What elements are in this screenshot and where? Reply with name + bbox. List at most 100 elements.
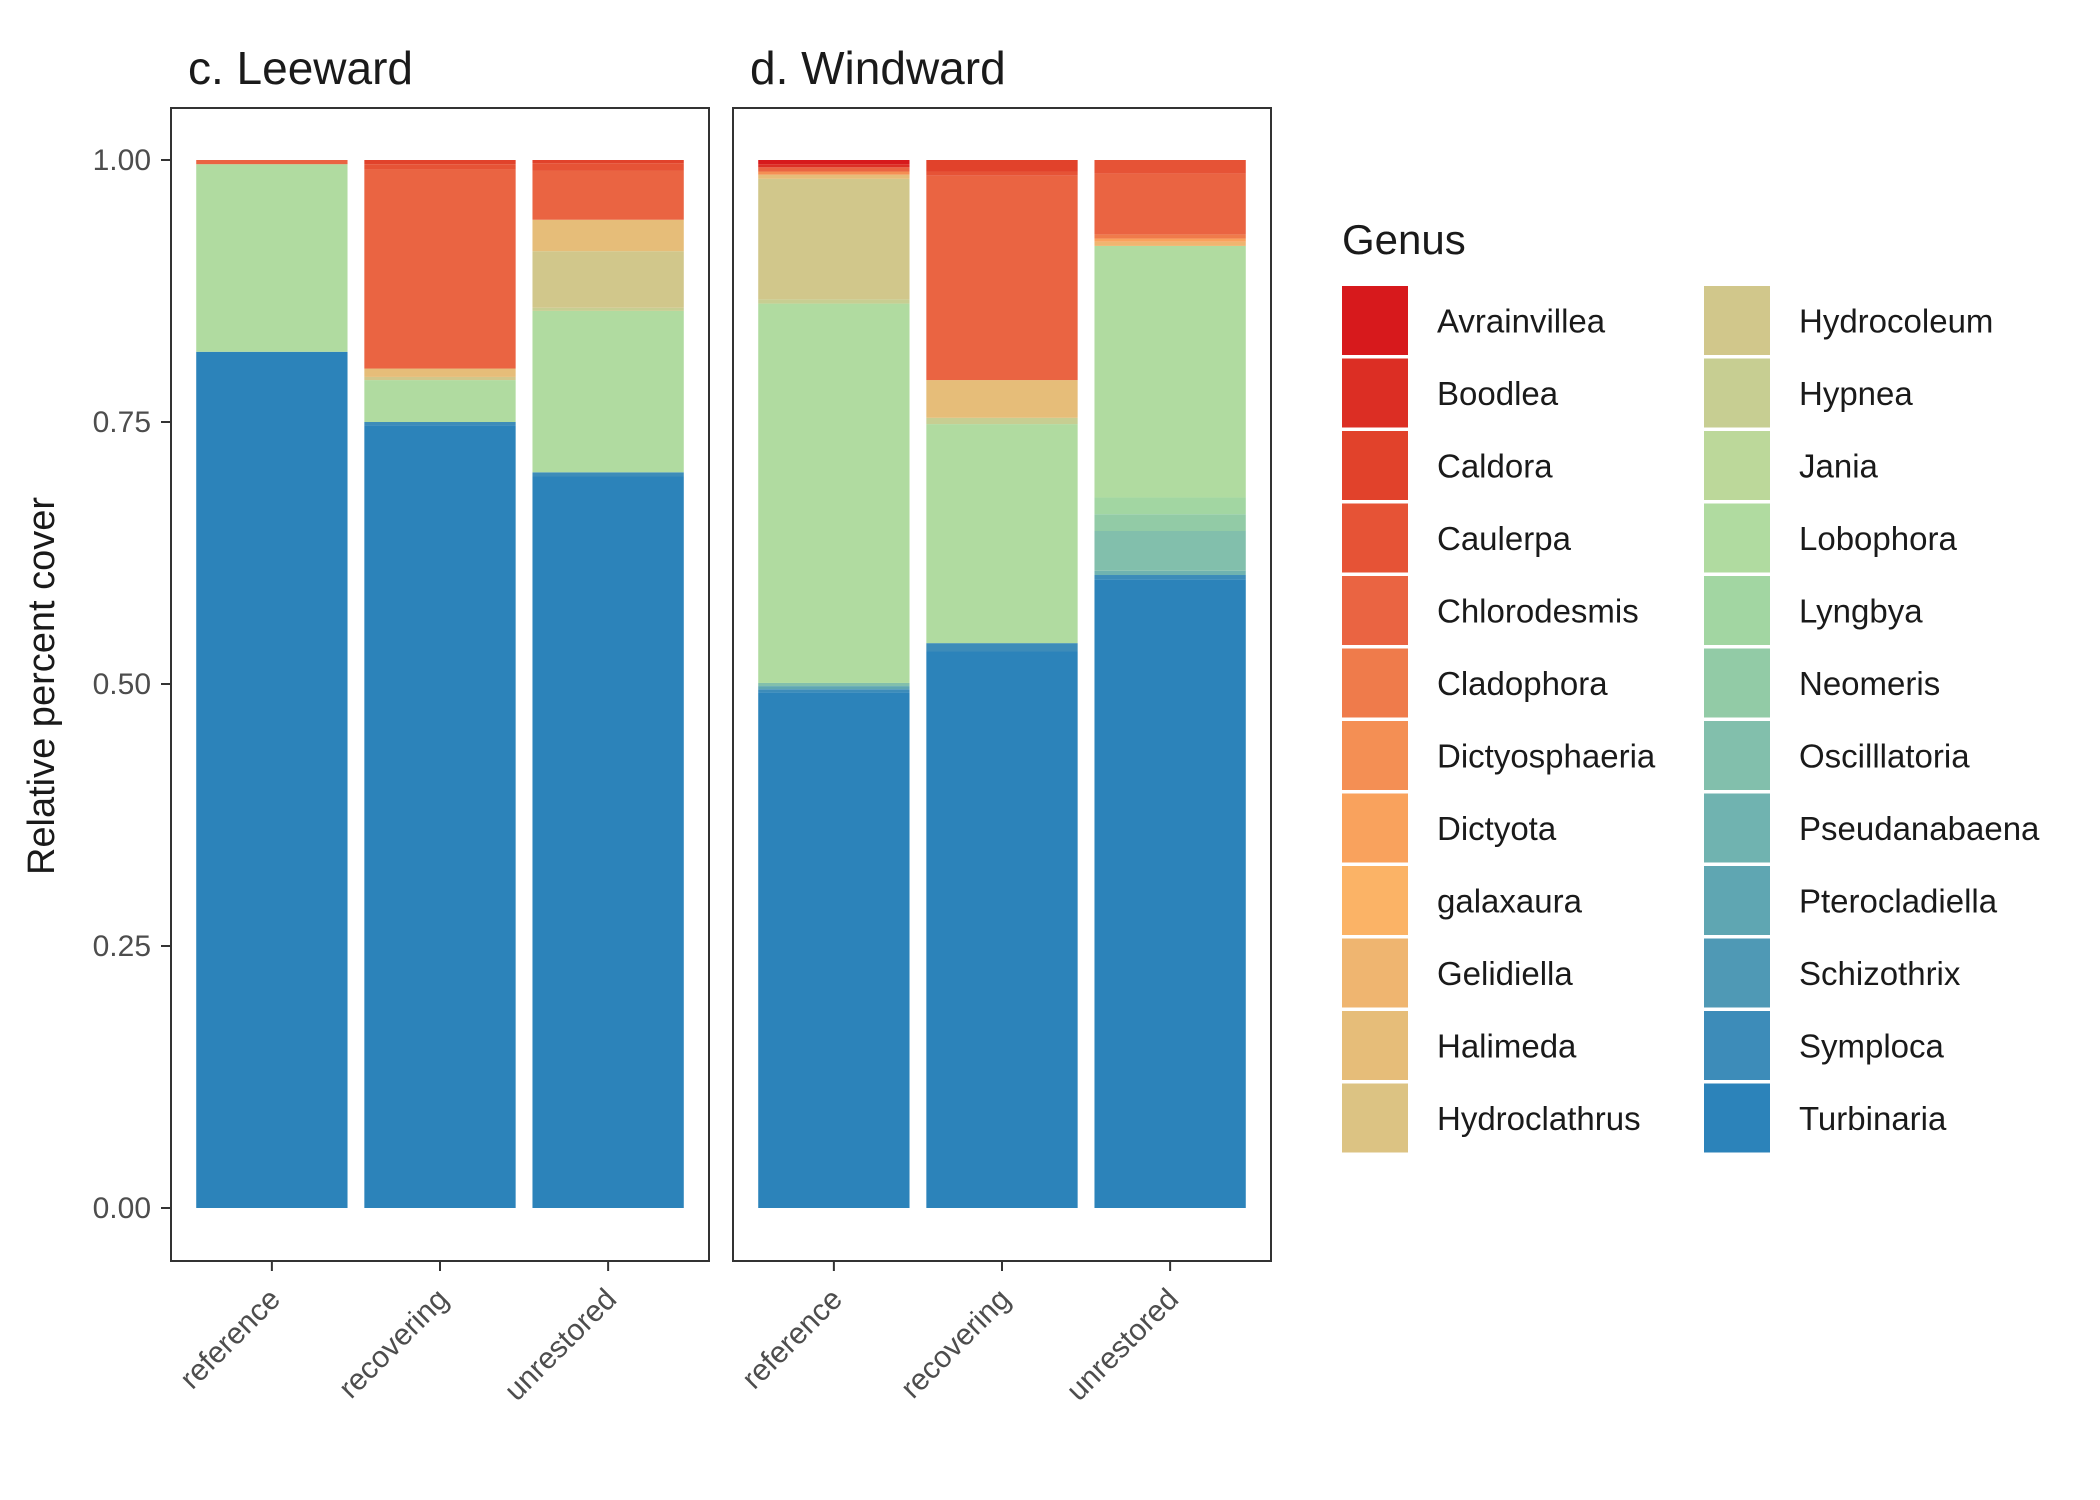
legend-item: Schizothrix	[1704, 938, 1961, 1008]
bar-segment	[758, 171, 910, 175]
bar-segment	[926, 171, 1078, 176]
x-tick-label: unrestored	[498, 1283, 623, 1408]
legend-item: Halimeda	[1342, 1011, 1577, 1080]
x-tick-label: reference	[736, 1283, 849, 1396]
panel-title: d. Windward	[750, 42, 1006, 94]
legend-item: Chlorodesmis	[1342, 576, 1639, 645]
bar-segment	[1094, 575, 1246, 580]
y-tick-label: 0.25	[93, 930, 151, 963]
y-tick-label: 0.75	[93, 406, 151, 439]
legend-label: Avrainvillea	[1437, 303, 1606, 340]
legend-swatch	[1342, 793, 1408, 863]
bar-segment	[532, 310, 684, 473]
legend-label: Schizothrix	[1799, 955, 1961, 992]
x-tick-label: recovering	[895, 1283, 1017, 1405]
bar-segment	[196, 160, 348, 165]
legend-swatch	[1704, 866, 1770, 935]
bar-segment	[1094, 173, 1246, 235]
bar-segment	[532, 160, 684, 164]
legend-item: Pseudanabaena	[1704, 793, 2040, 863]
bar-segment	[1094, 241, 1246, 246]
legend-swatch	[1342, 358, 1408, 428]
legend-item: Caulerpa	[1342, 503, 1572, 573]
legend-swatch	[1342, 286, 1408, 355]
bar-segment	[926, 643, 1078, 652]
legend-item: Turbinaria	[1704, 1083, 1947, 1153]
bar-segment	[758, 682, 910, 687]
legend-label: Pseudanabaena	[1799, 810, 2040, 847]
legend-item: Boodlea	[1342, 358, 1559, 428]
legend-item: Lyngbya	[1704, 576, 1923, 645]
panel-0: c. Leeward reference recovering unrestored	[170, 42, 710, 1408]
x-tick-label: unrestored	[1060, 1283, 1185, 1408]
legend-item: Caldora	[1342, 431, 1553, 500]
bar-segment	[758, 692, 910, 1208]
legend-item: Dictyosphaeria	[1342, 721, 1656, 790]
legend-swatch	[1704, 721, 1770, 790]
legend-label: Dictyota	[1437, 810, 1557, 847]
panel-1: d. Windward reference recovering unrestored	[732, 42, 1272, 1408]
legend-swatch	[1704, 938, 1770, 1008]
legend-item: Gelidiella	[1342, 938, 1573, 1008]
legend-label: Cladophora	[1437, 665, 1608, 702]
legend-label: Lobophora	[1799, 520, 1957, 557]
panel-title: c. Leeward	[188, 42, 413, 94]
legend-label: Hypnea	[1799, 375, 1913, 412]
legend-label: Oscilllatoria	[1799, 738, 1970, 775]
legend-swatch	[1342, 1083, 1408, 1153]
legend-swatch	[1342, 938, 1408, 1008]
bar-segment	[364, 376, 516, 381]
bar-segment	[926, 424, 1078, 644]
bar-segment	[196, 351, 348, 1208]
bar-unrestored	[532, 160, 684, 1208]
bar-segment	[758, 178, 910, 300]
legend-swatch	[1342, 431, 1408, 500]
bar-reference	[758, 160, 910, 1208]
legend-swatch	[1704, 503, 1770, 573]
legend-swatch	[1704, 358, 1770, 428]
legend-label: Halimeda	[1437, 1028, 1577, 1065]
bar-segment	[926, 175, 1078, 381]
legend-label: Lyngbya	[1799, 593, 1923, 630]
bar-segment	[926, 651, 1078, 1208]
legend-swatch	[1342, 576, 1408, 645]
legend-item: galaxaura	[1342, 866, 1583, 935]
legend-label: Hydrocoleum	[1799, 303, 1993, 340]
bar-segment	[1094, 570, 1246, 576]
legend-label: Caldora	[1437, 448, 1553, 485]
bar-segment	[1094, 497, 1246, 515]
legend-item: Symploca	[1704, 1011, 1945, 1080]
bar-segment	[364, 368, 516, 377]
x-tick-label: recovering	[333, 1283, 455, 1405]
bar-segment	[364, 425, 516, 1208]
bar-segment	[532, 219, 684, 252]
legend-label: Dictyosphaeria	[1437, 738, 1656, 775]
bar-segment	[364, 164, 516, 170]
legend-label: galaxaura	[1437, 883, 1583, 920]
legend-item: Hydrocoleum	[1704, 286, 1993, 355]
bar-segment	[532, 170, 684, 220]
legend-label: Hydroclathrus	[1437, 1100, 1641, 1137]
legend-swatch	[1704, 576, 1770, 645]
bar-segment	[758, 299, 910, 304]
bar-segment	[364, 380, 516, 422]
bar-segment	[758, 167, 910, 172]
bar-segment	[758, 686, 910, 690]
bar-segment	[758, 160, 910, 165]
legend-item: Dictyota	[1342, 793, 1557, 863]
bar-segment	[532, 251, 684, 308]
legend-label: Gelidiella	[1437, 955, 1573, 992]
legend-item: Pterocladiella	[1704, 866, 1998, 935]
bar-segment	[364, 422, 516, 426]
bar-segment	[1094, 514, 1246, 531]
bar-reference	[196, 160, 348, 1208]
bar-segment	[1094, 238, 1246, 242]
legend: Avrainvillea Boodlea Caldora Caulerpa Chloro…	[1342, 286, 2040, 1153]
legend-label: Chlorodesmis	[1437, 593, 1639, 630]
legend-swatch	[1342, 721, 1408, 790]
bar-segment	[926, 380, 1078, 418]
bar-segment	[532, 163, 684, 171]
bar-recovering	[364, 160, 516, 1208]
bar-recovering	[926, 160, 1078, 1208]
